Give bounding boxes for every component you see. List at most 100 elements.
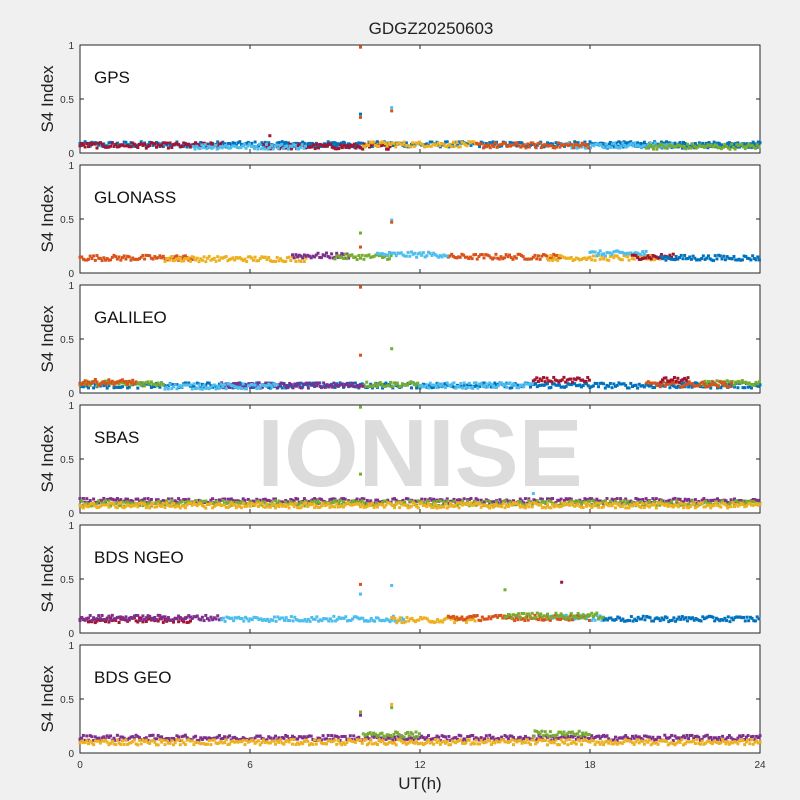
data-point: [504, 253, 508, 257]
data-point: [651, 386, 655, 390]
data-point: [525, 503, 529, 507]
data-point: [682, 142, 686, 146]
data-point: [138, 142, 141, 146]
data-point: [500, 735, 504, 739]
data-point: [686, 256, 690, 260]
data-point: [632, 253, 636, 257]
data-point: [342, 256, 345, 260]
data-point: [552, 252, 556, 256]
data-point: [110, 379, 114, 383]
data-point: [598, 615, 602, 619]
data-point: [381, 739, 385, 743]
data-point: [736, 499, 740, 503]
data-point: [433, 504, 437, 508]
data-point: [110, 501, 114, 505]
data-point: [624, 497, 628, 501]
data-point: [287, 740, 291, 744]
data-point: [83, 503, 87, 507]
data-point: [685, 382, 689, 386]
data-point: [439, 619, 443, 623]
data-point: [423, 503, 427, 507]
data-point: [357, 735, 361, 739]
data-point: [136, 497, 140, 501]
data-point: [301, 140, 305, 144]
data-point: [590, 258, 594, 262]
data-point: [200, 143, 204, 147]
data-point: [87, 616, 90, 620]
data-point: [318, 501, 322, 505]
data-point: [350, 738, 354, 742]
data-point: [246, 255, 250, 259]
data-point: [149, 739, 153, 743]
data-point: [100, 618, 104, 622]
data-point: [143, 257, 147, 261]
data-point: [489, 141, 493, 145]
data-point: [328, 617, 332, 621]
data-point: [239, 146, 243, 150]
data-point: [631, 500, 634, 504]
data-point: [713, 383, 717, 387]
data-point: [259, 147, 263, 151]
data-point: [265, 258, 269, 262]
data-point: [532, 143, 536, 147]
data-point: [676, 497, 680, 501]
data-point: [628, 619, 632, 623]
data-point: [521, 144, 525, 148]
data-point: [542, 383, 546, 387]
data-point: [501, 616, 505, 620]
data-point: [581, 378, 585, 382]
data-point: [200, 500, 204, 504]
data-point: [555, 253, 559, 257]
data-point: [365, 254, 369, 258]
data-point: [523, 257, 527, 261]
data-point: [330, 385, 334, 389]
data-point: [391, 616, 395, 620]
data-point: [394, 498, 398, 502]
data-point: [462, 142, 466, 146]
data-point: [634, 254, 638, 258]
data-point: [354, 615, 358, 619]
data-point: [220, 618, 224, 622]
data-point: [411, 501, 415, 505]
data-point: [352, 384, 356, 388]
data-point: [131, 616, 135, 620]
data-point: [563, 735, 566, 739]
data-point: [317, 619, 321, 623]
data-point: [280, 736, 284, 740]
data-point: [367, 737, 371, 741]
data-point: [726, 146, 730, 150]
data-point: [90, 504, 94, 508]
data-point: [570, 146, 574, 150]
data-point: [659, 499, 663, 503]
data-point: [391, 251, 395, 255]
data-point: [384, 737, 388, 741]
data-point: [80, 615, 84, 619]
data-point: [745, 615, 749, 619]
data-point: [578, 616, 582, 620]
data-point: [389, 380, 393, 384]
data-point: [559, 501, 563, 505]
data-point: [151, 618, 155, 622]
data-point: [80, 736, 84, 740]
data-point: [209, 743, 213, 747]
data-point: [292, 384, 296, 388]
data-point: [416, 141, 420, 145]
data-point: [316, 505, 320, 509]
data-point: [527, 145, 531, 149]
data-point: [124, 618, 128, 622]
data-point: [258, 734, 262, 738]
data-point: [330, 497, 334, 501]
data-point: [216, 384, 220, 388]
data-point: [429, 620, 433, 624]
data-point: [602, 499, 606, 503]
data-point: [265, 738, 269, 742]
data-point: [432, 737, 436, 741]
data-point: [676, 736, 680, 740]
data-point: [586, 375, 590, 379]
data-point: [604, 145, 608, 149]
data-point: [87, 502, 90, 506]
data-point: [236, 386, 240, 390]
data-point: [221, 741, 225, 745]
data-point: [274, 383, 277, 387]
